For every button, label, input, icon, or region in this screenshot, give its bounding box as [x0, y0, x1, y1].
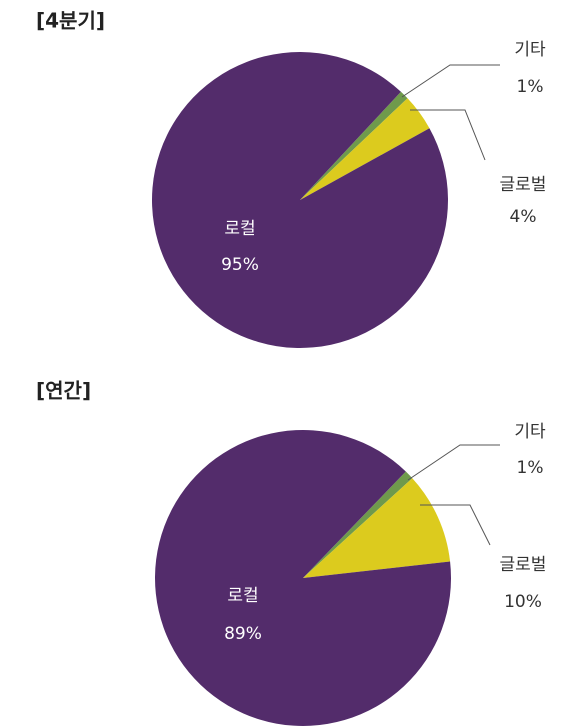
slice-value: 1% [517, 77, 544, 97]
leader-line [407, 444, 500, 481]
leader-line [401, 64, 500, 98]
slice-value: 1% [517, 458, 544, 478]
slice-value: 10% [504, 592, 542, 612]
slice-value: 89% [224, 624, 262, 644]
slice-label: 로컬 [224, 219, 255, 239]
slice-value: 95% [221, 255, 259, 275]
pie-slice [303, 478, 451, 578]
leader-line [410, 109, 486, 161]
pie-slice [155, 430, 452, 726]
slice-label: 글로벌 [500, 555, 547, 575]
chart-title: [4분기] [36, 9, 105, 33]
slice-label: 기타 [514, 422, 546, 442]
slice-label: 로컬 [227, 586, 258, 606]
slice-label: 기타 [514, 40, 546, 60]
pie-slice [300, 91, 408, 200]
pie-slice [300, 98, 430, 200]
slice-value: 4% [510, 207, 537, 227]
pie-slice [152, 52, 449, 349]
leader-line [420, 504, 491, 546]
chart-title: [연간] [36, 379, 91, 403]
slice-label: 글로벌 [500, 175, 547, 195]
pie-slice [303, 471, 413, 578]
